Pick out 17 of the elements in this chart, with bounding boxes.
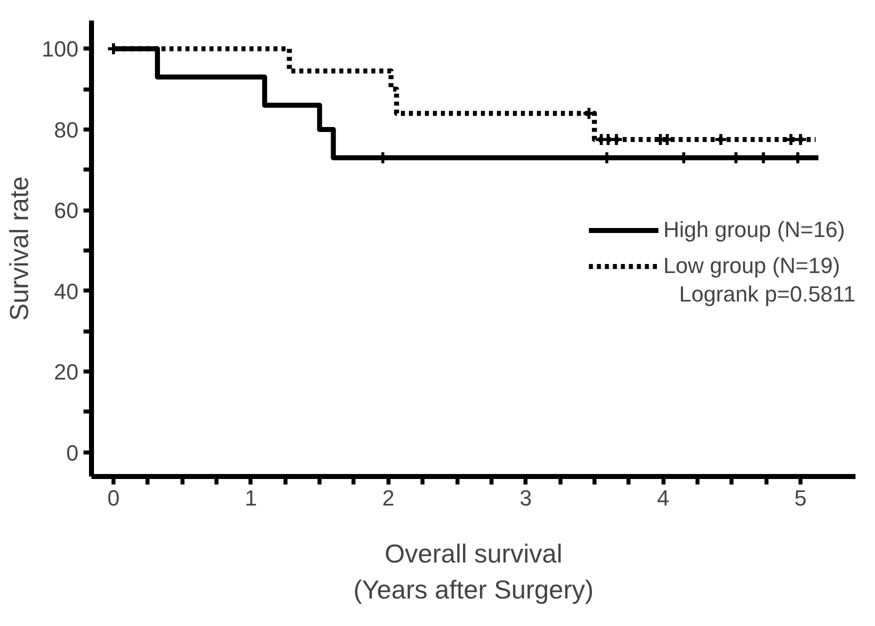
x-axis-title: Overall survival (Years after Surgery) (353, 538, 594, 604)
y-tick-label: 100 (42, 36, 79, 62)
y-axis-title: Survival rate (4, 176, 34, 321)
y-tick-label: 0 (66, 440, 79, 466)
y-tick-label: 80 (54, 117, 79, 142)
x-tick-label: 2 (382, 486, 394, 510)
y-tick-label: 40 (54, 278, 79, 304)
x-tick-label: 0 (107, 486, 120, 510)
annotation: Logrank p=0.5811 (679, 282, 856, 306)
x-tick-label: 1 (244, 486, 258, 510)
y-tick-label: 60 (54, 198, 79, 224)
legend-label: High group (N=16) (663, 217, 845, 243)
x-tick-label: 3 (520, 486, 532, 510)
legend-label: Low group (N=19) (663, 253, 840, 279)
y-tick-label: 20 (54, 360, 79, 385)
x-tick-label: 5 (794, 486, 807, 510)
x-tick-label: 4 (657, 486, 670, 510)
